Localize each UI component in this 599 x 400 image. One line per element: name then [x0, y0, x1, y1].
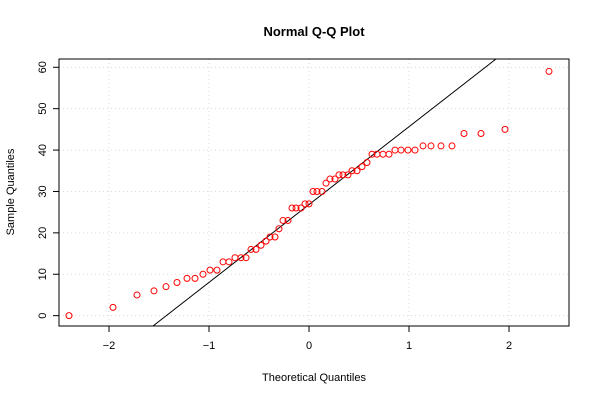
data-point — [231, 254, 239, 262]
data-point — [397, 146, 405, 154]
data-point — [545, 67, 553, 75]
data-point — [309, 187, 317, 195]
data-point — [191, 274, 199, 282]
data-point — [162, 283, 170, 291]
data-point — [358, 163, 366, 171]
data-point — [219, 258, 227, 266]
data-point — [275, 225, 283, 233]
data-point — [460, 130, 468, 138]
data-point — [368, 150, 376, 158]
data-point — [411, 146, 419, 154]
y-axis: 0 10 20 30 40 50 60 — [37, 61, 59, 319]
y-tick-label: 30 — [37, 185, 49, 197]
data-point — [225, 258, 233, 266]
data-point — [313, 187, 321, 195]
grid-lines — [59, 59, 569, 326]
x-tick-label: 2 — [506, 340, 512, 352]
data-point — [339, 171, 347, 179]
data-point — [297, 204, 305, 212]
data-point — [150, 287, 158, 295]
data-point — [437, 142, 445, 150]
data-point — [385, 150, 393, 158]
data-point — [257, 241, 265, 249]
data-point — [301, 200, 309, 208]
data-point — [363, 158, 371, 166]
y-tick-label: 50 — [37, 103, 49, 115]
y-axis-label: Sample Quantiles — [5, 148, 17, 235]
y-tick-label: 20 — [37, 227, 49, 239]
data-points — [65, 67, 553, 320]
data-point — [173, 279, 181, 287]
x-axis-label: Theoretical Quantiles — [262, 372, 366, 384]
data-point — [305, 200, 313, 208]
data-point — [271, 233, 279, 241]
data-point — [237, 254, 245, 262]
x-tick-label: −2 — [103, 340, 116, 352]
data-point — [252, 245, 260, 253]
x-tick-label: 1 — [406, 340, 412, 352]
data-point — [326, 175, 334, 183]
data-point — [335, 171, 343, 179]
data-point — [262, 237, 270, 245]
data-point — [206, 266, 214, 274]
data-point — [109, 303, 117, 311]
data-point — [404, 146, 412, 154]
data-point — [284, 216, 292, 224]
data-point — [448, 142, 456, 150]
data-point — [266, 233, 274, 241]
data-point — [213, 266, 221, 274]
data-point — [501, 125, 509, 133]
data-point — [419, 142, 427, 150]
x-tick-label: −1 — [203, 340, 216, 352]
chart-title: Normal Q-Q Plot — [263, 24, 365, 39]
x-tick-label: 0 — [306, 340, 312, 352]
data-point — [247, 245, 255, 253]
data-point — [348, 167, 356, 175]
data-point — [379, 150, 387, 158]
data-point — [242, 254, 250, 262]
data-point — [318, 187, 326, 195]
y-tick-label: 60 — [37, 61, 49, 73]
data-point — [279, 216, 287, 224]
y-tick-label: 10 — [37, 268, 49, 280]
data-point — [427, 142, 435, 150]
data-point — [133, 291, 141, 299]
data-point — [322, 179, 330, 187]
y-tick-label: 40 — [37, 144, 49, 156]
data-point — [353, 167, 361, 175]
data-point — [292, 204, 300, 212]
data-point — [344, 171, 352, 179]
x-axis: −2 −1 0 1 2 — [103, 326, 512, 352]
data-point — [65, 312, 73, 320]
y-tick-label: 0 — [37, 313, 49, 319]
data-point — [331, 175, 339, 183]
data-point — [199, 270, 207, 278]
plot-frame — [58, 58, 570, 327]
data-point — [477, 130, 485, 138]
data-point — [288, 204, 296, 212]
data-point — [183, 274, 191, 282]
